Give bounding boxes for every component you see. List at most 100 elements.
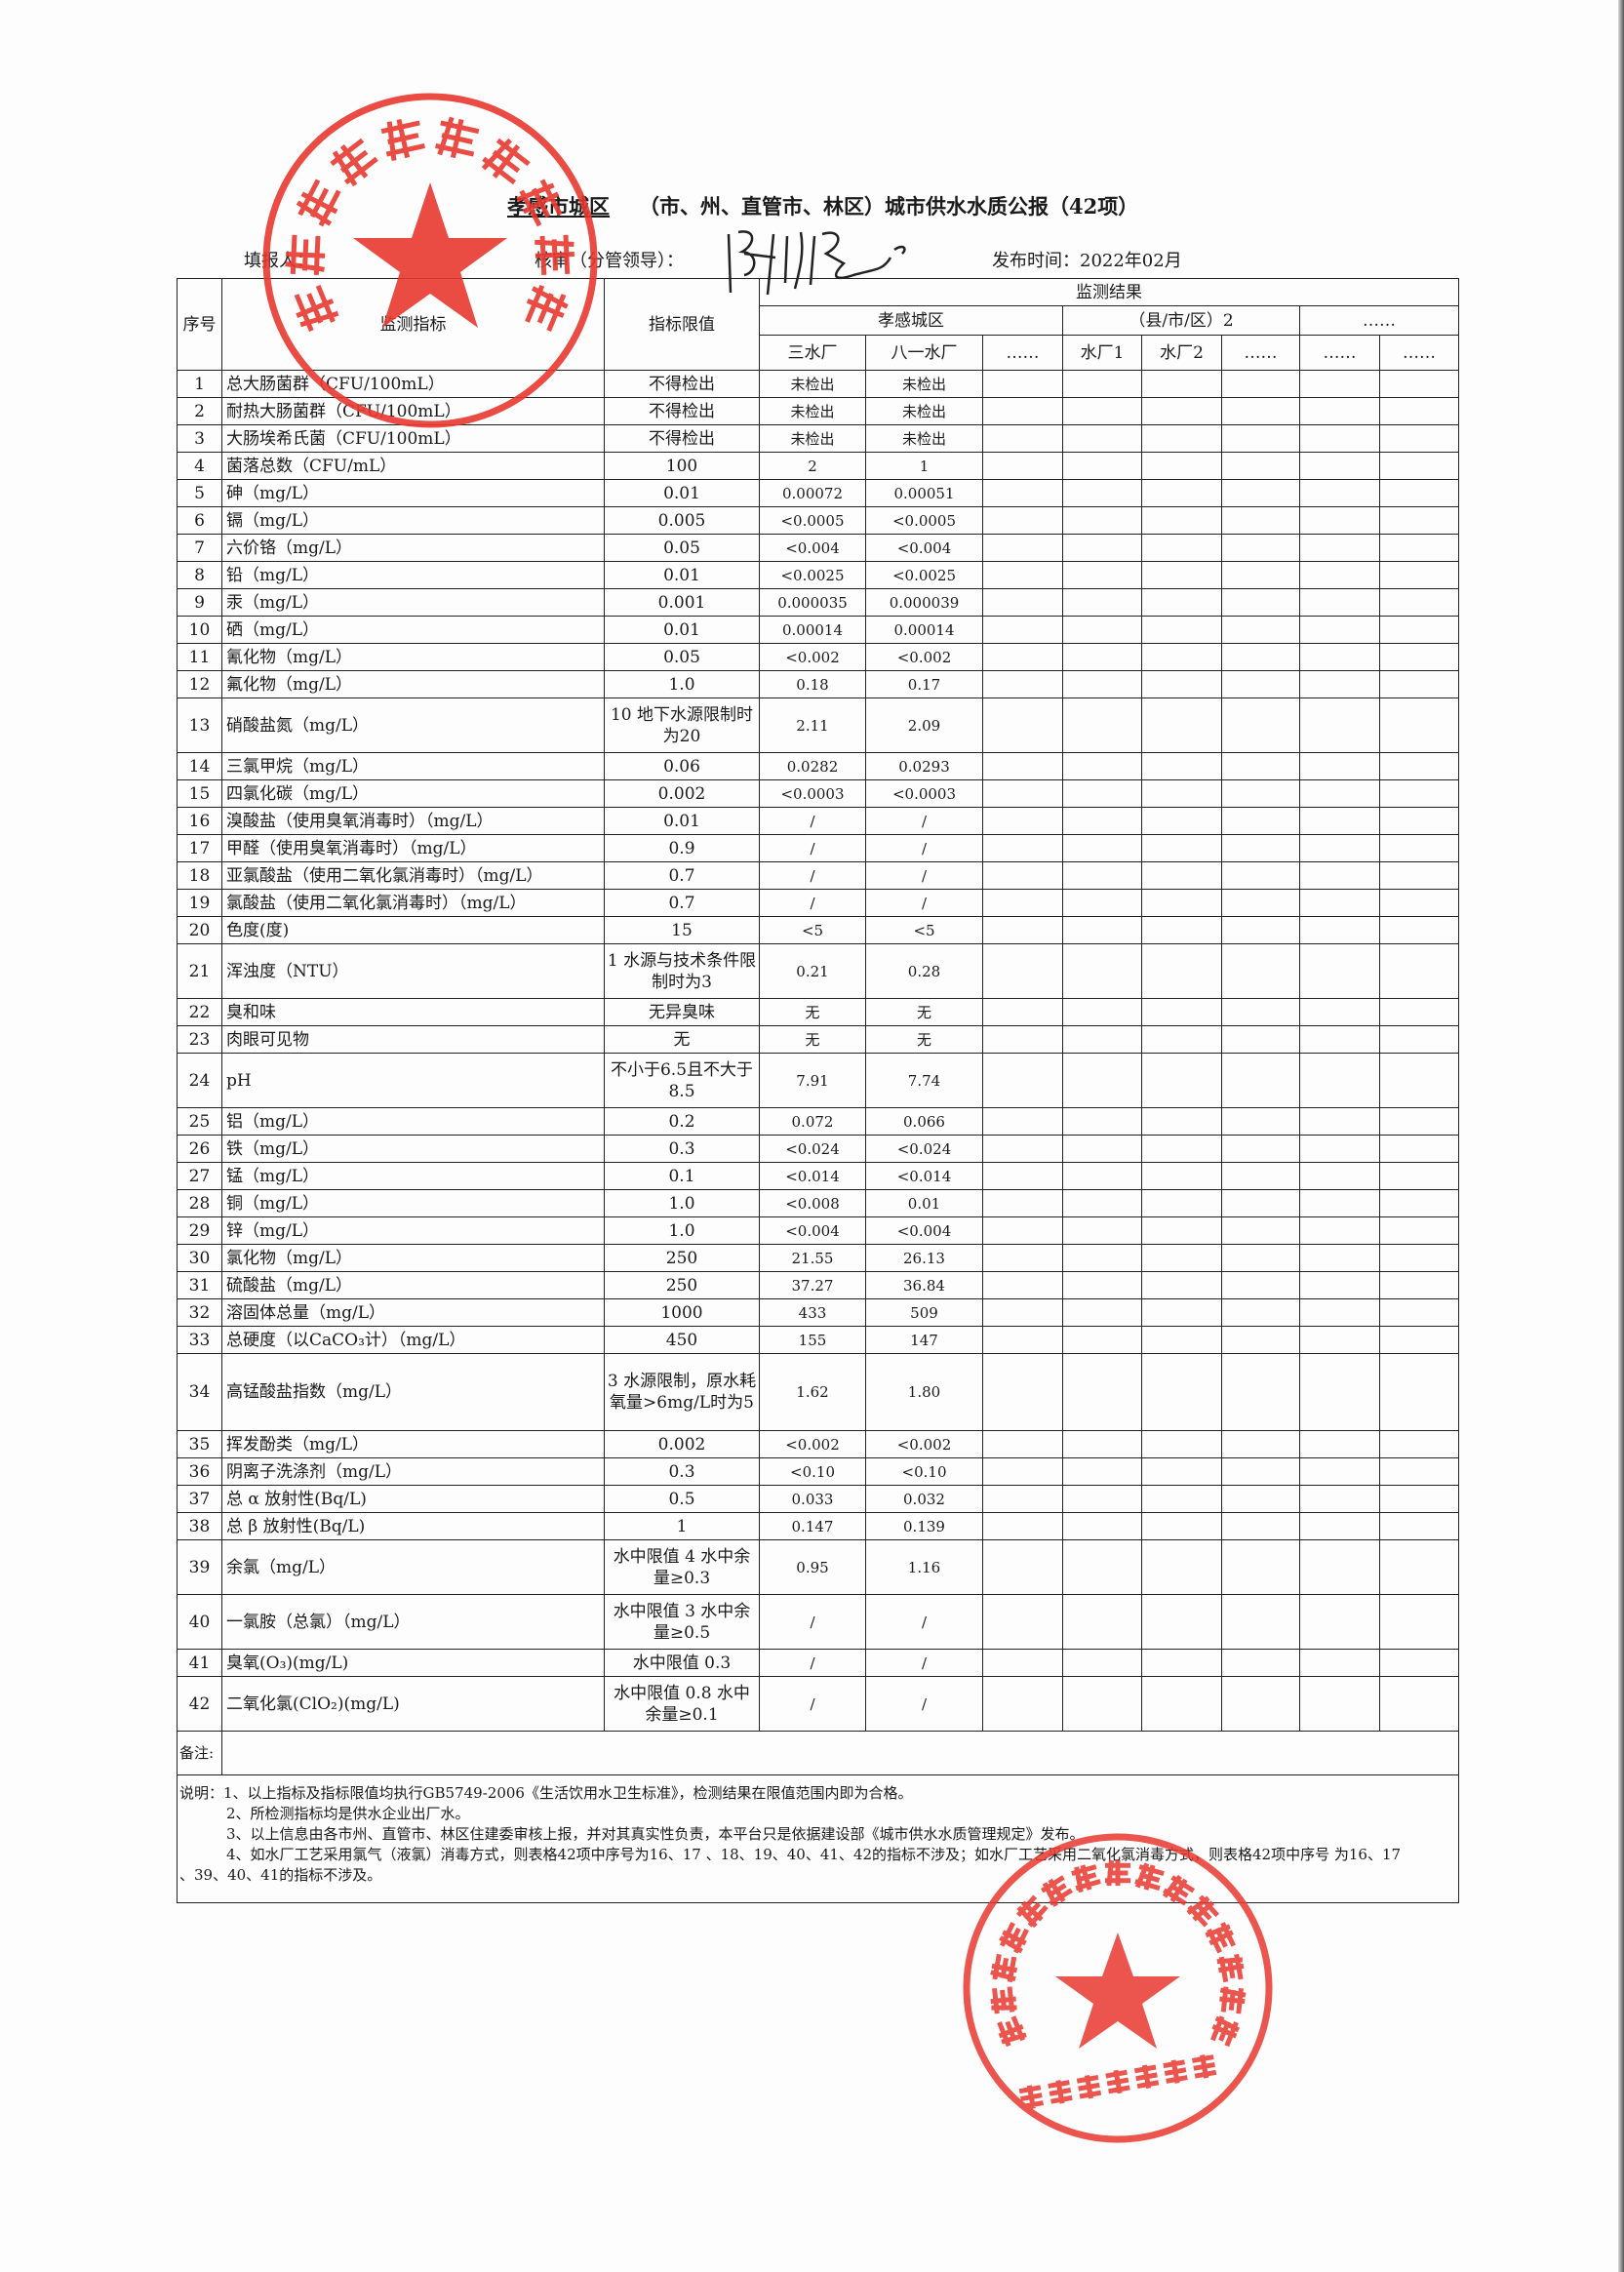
empty-result-cell [1299, 1271, 1380, 1299]
empty-result-cell [1379, 479, 1459, 507]
empty-result-cell [1299, 1326, 1380, 1354]
result-bayishuichang: <0.004 [865, 534, 983, 562]
seal-glyph-mark [380, 118, 425, 161]
empty-result-cell [1062, 861, 1142, 890]
empty-result-cell [1379, 1512, 1459, 1540]
indicator-name: 余氯（mg/L） [221, 1539, 605, 1595]
empty-result-cell [1062, 916, 1142, 944]
empty-result-cell [1221, 1025, 1300, 1054]
result-sanshuichang: / [759, 807, 866, 835]
empty-result-cell [1221, 1189, 1300, 1217]
table-row: 39 余氯（mg/L） 水中限值 4 水中余量≥0.3 0.95 1.16 [177, 1539, 1459, 1595]
empty-result-cell [982, 1594, 1063, 1650]
empty-result-cell [1379, 506, 1459, 535]
empty-result-cell [1141, 889, 1222, 917]
result-bayishuichang: 未检出 [865, 370, 983, 398]
empty-result-cell [1379, 397, 1459, 425]
indicator-name: 铜（mg/L） [221, 1189, 605, 1217]
empty-result-cell [1062, 889, 1142, 917]
limit-value: 0.01 [604, 479, 760, 507]
indicator-name: 溶固体总量（mg/L） [221, 1298, 605, 1327]
empty-result-cell [1062, 752, 1142, 780]
result-bayishuichang: 0.00014 [865, 616, 983, 644]
subcol-header: …… [1299, 335, 1380, 371]
limit-value: 1.0 [604, 1189, 760, 1217]
limit-value: 15 [604, 916, 760, 944]
empty-result-cell [1299, 1485, 1380, 1513]
result-bayishuichang: 0.139 [865, 1512, 983, 1540]
empty-result-cell [1141, 561, 1222, 589]
empty-result-cell [1141, 1053, 1222, 1108]
empty-result-cell [1379, 1430, 1459, 1458]
result-bayishuichang: 0.032 [865, 1485, 983, 1513]
table-row: 2 耐热大肠菌群（CFU/100mL） 不得检出 未检出 未检出 [177, 397, 1459, 425]
indicator-name: 总 α 放射性(Bq/L) [221, 1485, 605, 1513]
result-sanshuichang: / [759, 1676, 866, 1732]
empty-result-cell [1062, 698, 1142, 753]
result-sanshuichang: <0.0003 [759, 779, 866, 808]
table-row: 9 汞（mg/L） 0.001 0.000035 0.000039 [177, 588, 1459, 617]
seal-glyph-mark [330, 138, 378, 187]
empty-result-cell [1221, 1512, 1300, 1540]
row-seq: 23 [177, 1025, 222, 1054]
empty-result-cell [1141, 807, 1222, 835]
empty-result-cell [1379, 534, 1459, 562]
empty-result-cell [1379, 1189, 1459, 1217]
empty-result-cell [1221, 1676, 1300, 1732]
empty-result-cell [1221, 452, 1300, 480]
table-row: 12 氟化物（mg/L） 1.0 0.18 0.17 [177, 670, 1459, 698]
result-bayishuichang: / [865, 1649, 983, 1677]
result-sanshuichang: 0.18 [759, 670, 866, 698]
row-seq: 39 [177, 1539, 222, 1595]
limit-value: 10 地下水源限制时为20 [604, 698, 760, 753]
empty-result-cell [1299, 1353, 1380, 1431]
result-bayishuichang: 0.01 [865, 1189, 983, 1217]
table-row: 35 挥发酚类（mg/L） 0.002 <0.002 <0.002 [177, 1430, 1459, 1458]
empty-result-cell [1141, 1298, 1222, 1327]
empty-result-cell [1062, 943, 1142, 999]
empty-result-cell [982, 779, 1063, 808]
result-bayishuichang: <0.002 [865, 1430, 983, 1458]
empty-result-cell [1141, 370, 1222, 398]
result-sanshuichang: <0.0025 [759, 561, 866, 589]
empty-result-cell [1379, 1216, 1459, 1245]
indicator-name: 氯化物（mg/L） [221, 1244, 605, 1272]
empty-result-cell [982, 1244, 1063, 1272]
empty-result-cell [1299, 1107, 1380, 1136]
table-row: 11 氰化物（mg/L） 0.05 <0.002 <0.002 [177, 643, 1459, 671]
empty-result-cell [1299, 779, 1380, 808]
indicator-name: 亚氯酸盐（使用二氧化氯消毒时）（mg/L） [221, 861, 605, 890]
empty-result-cell [1299, 698, 1380, 753]
limit-value: 1.0 [604, 1216, 760, 1245]
empty-result-cell [1379, 643, 1459, 671]
limit-value: 水中限值 4 水中余量≥0.3 [604, 1539, 760, 1595]
remark-label: 备注: [177, 1731, 222, 1775]
result-sanshuichang: / [759, 861, 866, 890]
indicator-name: 高锰酸盐指数（mg/L） [221, 1353, 605, 1431]
empty-result-cell [1299, 588, 1380, 617]
empty-result-cell [1379, 1025, 1459, 1054]
empty-result-cell [1221, 1649, 1300, 1677]
subcol-header: 水厂2 [1141, 335, 1222, 371]
table-row: 6 镉（mg/L） 0.005 <0.0005 <0.0005 [177, 506, 1459, 535]
result-sanshuichang: / [759, 1594, 866, 1650]
seal-glyph-mark [435, 116, 480, 159]
result-sanshuichang: <0.004 [759, 534, 866, 562]
table-row: 15 四氯化碳（mg/L） 0.002 <0.0003 <0.0003 [177, 779, 1459, 808]
table-row: 31 硫酸盐（mg/L） 250 37.27 36.84 [177, 1271, 1459, 1299]
row-seq: 14 [177, 752, 222, 780]
empty-result-cell [1299, 1594, 1380, 1650]
result-bayishuichang: / [865, 807, 983, 835]
empty-result-cell [1221, 534, 1300, 562]
limit-value: 水中限值 0.3 [604, 1649, 760, 1677]
limit-value: 450 [604, 1326, 760, 1354]
row-seq: 17 [177, 834, 222, 862]
empty-result-cell [1299, 1025, 1380, 1054]
indicator-name: 大肠埃希氏菌（CFU/100mL） [221, 424, 605, 453]
indicator-name: 色度(度) [221, 916, 605, 944]
row-seq: 27 [177, 1162, 222, 1190]
empty-result-cell [982, 998, 1063, 1026]
water-quality-table: 序号 监测指标 指标限值 监测结果 孝感城区 （县/市/区）2 …… 三水厂 八… [177, 278, 1459, 1903]
result-bayishuichang: 0.00051 [865, 479, 983, 507]
empty-result-cell [1299, 1457, 1380, 1486]
